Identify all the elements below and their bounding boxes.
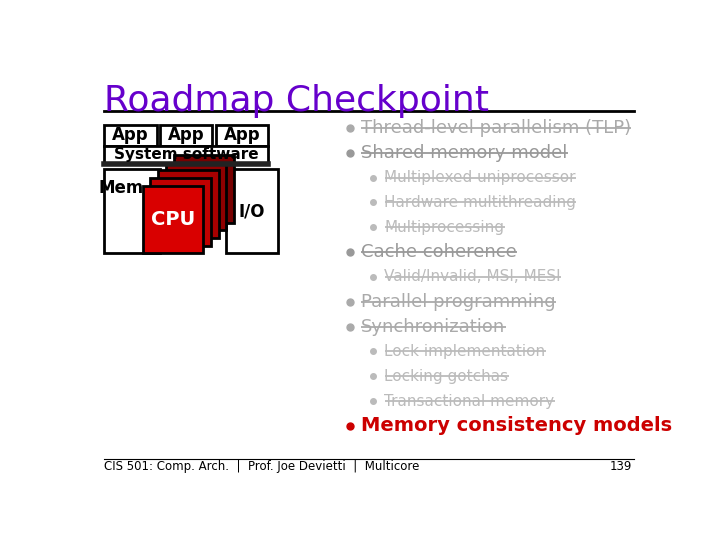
Text: App: App: [112, 126, 148, 144]
Text: Shared memory model: Shared memory model: [361, 144, 567, 162]
Bar: [160, 125, 212, 146]
Bar: [215, 125, 269, 146]
Bar: [166, 163, 226, 231]
Text: System software: System software: [114, 147, 258, 163]
Text: Valid/Invalid, MSI, MESI: Valid/Invalid, MSI, MESI: [384, 269, 561, 285]
Text: Transactional memory: Transactional memory: [384, 394, 554, 409]
Text: App: App: [224, 126, 260, 144]
Text: Multiprocessing: Multiprocessing: [384, 220, 505, 235]
Text: Cache coherence: Cache coherence: [361, 243, 517, 261]
Bar: [104, 168, 160, 253]
Text: Locking gotchas: Locking gotchas: [384, 369, 508, 384]
Bar: [104, 146, 269, 164]
Text: Synchronization: Synchronization: [361, 318, 505, 335]
Text: Multiplexed uniprocessor: Multiplexed uniprocessor: [384, 170, 576, 185]
Bar: [158, 170, 219, 238]
Text: App: App: [168, 126, 204, 144]
Text: CPU: CPU: [150, 210, 195, 229]
Text: Roadmap Checkpoint: Roadmap Checkpoint: [104, 84, 489, 118]
Text: Hardware multithreading: Hardware multithreading: [384, 195, 577, 210]
Text: I/O: I/O: [239, 202, 265, 220]
Text: Parallel programming: Parallel programming: [361, 293, 556, 310]
Text: Memory consistency models: Memory consistency models: [361, 416, 672, 435]
Text: CIS 501: Comp. Arch.  |  Prof. Joe Devietti  |  Multicore: CIS 501: Comp. Arch. | Prof. Joe Deviett…: [104, 460, 419, 473]
Bar: [143, 186, 203, 253]
Bar: [150, 178, 211, 246]
Bar: [225, 168, 279, 253]
Bar: [104, 125, 157, 146]
Text: Lock implementation: Lock implementation: [384, 344, 546, 359]
Text: Mem: Mem: [99, 179, 143, 197]
Text: 139: 139: [610, 460, 632, 473]
Bar: [174, 155, 234, 222]
Text: Thread-level parallelism (TLP): Thread-level parallelism (TLP): [361, 119, 631, 137]
